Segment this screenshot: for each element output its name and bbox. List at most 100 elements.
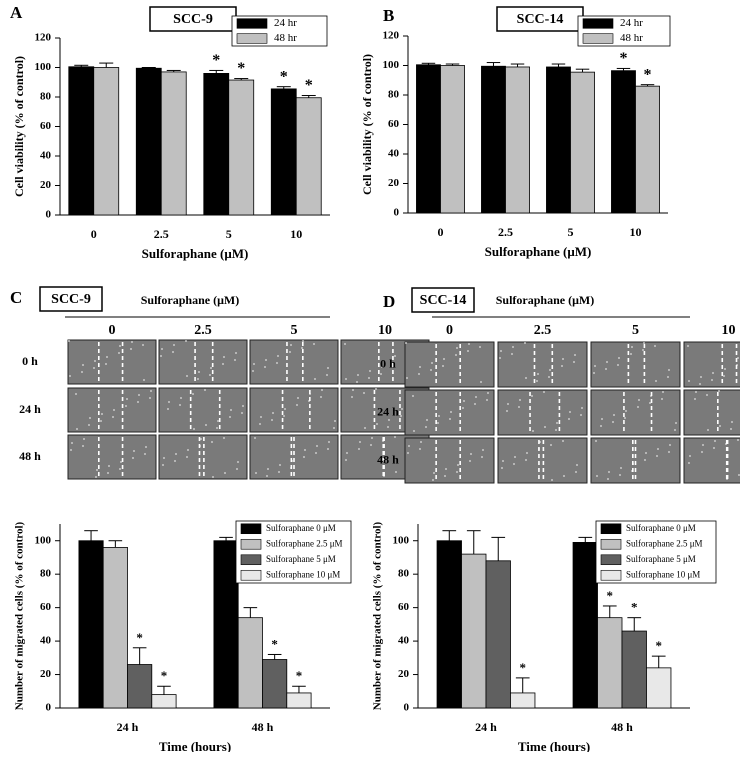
cell-speck — [276, 362, 278, 364]
error-bar — [209, 69, 224, 74]
cell-speck — [302, 340, 304, 342]
panel-label: SCC-14 — [420, 293, 467, 308]
y-tick-label: 100 — [35, 534, 52, 546]
cell-speck — [596, 475, 598, 477]
error-bar — [421, 62, 436, 65]
cell-speck — [314, 378, 316, 380]
cell-speck — [674, 429, 676, 431]
y-tick-label: 0 — [46, 702, 52, 714]
legend-label: Sulforaphane 0 μM — [626, 523, 696, 533]
cell-speck — [234, 359, 236, 361]
cell-speck — [668, 451, 670, 453]
micrograph — [158, 387, 248, 433]
cell-speck — [608, 471, 610, 473]
cell-speck — [107, 472, 109, 474]
cell-speck — [511, 353, 513, 355]
x-tick-label: 2.5 — [498, 225, 513, 239]
error-bar — [157, 685, 171, 695]
row-label: 24 h — [377, 404, 399, 418]
error-bar — [132, 647, 147, 665]
cell-speck — [699, 383, 701, 385]
cell-speck — [381, 366, 383, 368]
x-tick-label: 10 — [290, 227, 302, 241]
cell-speck — [205, 424, 207, 426]
legend-swatch — [240, 569, 262, 581]
cell-speck — [719, 425, 721, 427]
cell-speck — [69, 375, 71, 377]
micrograph — [404, 341, 495, 388]
cell-speck — [321, 389, 323, 391]
title-box — [496, 6, 584, 32]
significance-marker: * — [619, 50, 627, 67]
legend-swatch — [600, 523, 622, 535]
cell-speck — [688, 462, 690, 464]
cell-speck — [576, 464, 578, 466]
cell-speck — [89, 417, 91, 419]
cell-speck — [556, 422, 558, 424]
cell-speck — [162, 464, 164, 466]
cell-speck — [551, 479, 553, 481]
cell-speck — [512, 346, 514, 348]
significance-marker: * — [519, 660, 526, 675]
y-axis-label: Number of migrated cells (% of control) — [14, 521, 26, 710]
cell-speck — [83, 438, 85, 440]
legend-swatch — [600, 538, 622, 550]
cell-speck — [518, 406, 520, 408]
error-bar — [651, 655, 666, 668]
bar — [213, 540, 239, 709]
micrograph — [590, 341, 681, 388]
cell-speck — [95, 476, 97, 478]
cell-speck — [456, 471, 458, 473]
legend-label: 48 hr — [274, 32, 297, 44]
y-tick-label: 0 — [46, 209, 52, 221]
cell-speck — [224, 472, 226, 474]
cell-speck — [363, 392, 365, 394]
cell-speck — [655, 380, 657, 382]
cell-speck — [531, 395, 533, 397]
error-bar — [442, 530, 457, 541]
cell-speck — [387, 426, 389, 428]
cell-speck — [345, 459, 347, 461]
cell-speck — [568, 418, 570, 420]
cell-speck — [486, 399, 488, 401]
cell-speck — [418, 373, 420, 375]
cell-speck — [265, 359, 267, 361]
panel-label: SCC-9 — [51, 292, 91, 307]
cell-speck — [316, 445, 318, 447]
significance-marker: * — [305, 77, 313, 94]
cell-speck — [394, 436, 396, 438]
cell-speck — [550, 444, 552, 446]
y-tick-label: 120 — [383, 30, 400, 42]
cell-speck — [315, 452, 317, 454]
cell-speck — [412, 395, 414, 397]
cell-speck — [575, 471, 577, 473]
cell-speck — [580, 414, 582, 416]
cell-speck — [649, 402, 651, 404]
cell-speck — [419, 448, 421, 450]
error-bar — [234, 78, 249, 81]
cell-speck — [630, 353, 632, 355]
cell-speck — [444, 475, 446, 477]
error-bar — [466, 530, 481, 555]
column-label: 10 — [722, 323, 736, 338]
error-bar — [515, 677, 530, 693]
column-label: 10 — [378, 323, 392, 338]
cell-speck — [407, 452, 409, 454]
cell-speck — [502, 460, 504, 462]
cell-speck — [172, 351, 174, 353]
error-bar — [301, 95, 316, 98]
cell-speck — [145, 446, 147, 448]
cell-speck — [303, 456, 305, 458]
cell-speck — [631, 346, 633, 348]
y-tick-label: 0 — [394, 207, 400, 219]
cell-speck — [661, 398, 663, 400]
cell-speck — [555, 429, 557, 431]
cell-speck — [179, 404, 181, 406]
cell-speck — [420, 441, 422, 443]
error-bar — [551, 63, 566, 67]
cell-speck — [236, 468, 238, 470]
legend-swatch — [600, 554, 622, 566]
cell-speck — [278, 471, 280, 473]
cell-speck — [442, 365, 444, 367]
